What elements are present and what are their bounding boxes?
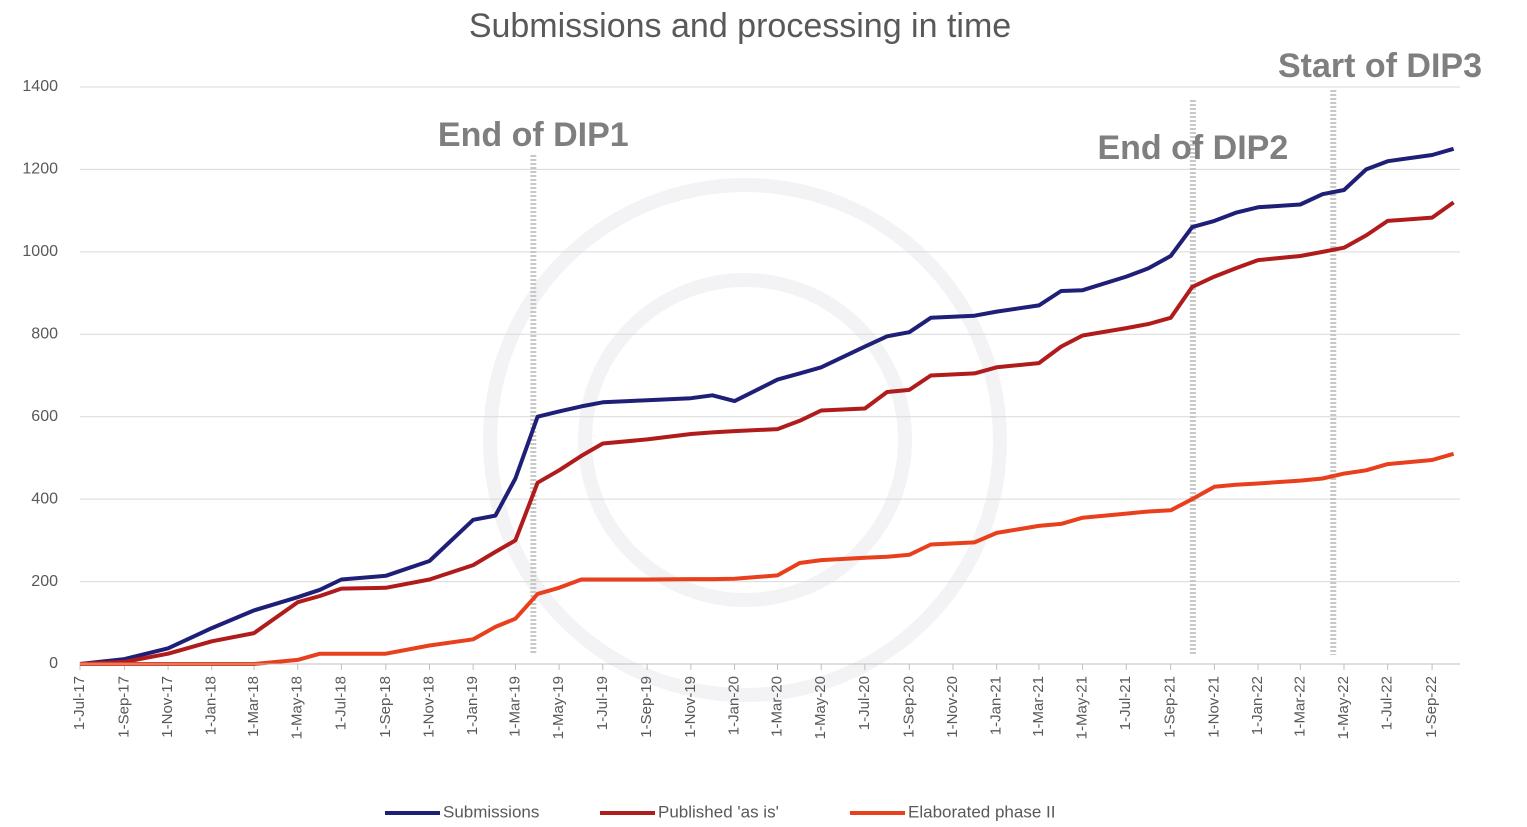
x-tick-label: 1-Mar-19 [506,676,523,737]
y-tick-label: 400 [31,490,58,507]
x-tick-label: 1-Jul-21 [1117,676,1134,730]
x-tick-label: 1-May-19 [550,676,567,739]
legend-label: Published 'as is' [658,802,779,821]
y-tick-label: 1000 [22,243,58,260]
x-tick-label: 1-Mar-18 [245,676,262,737]
x-tick-label: 1-Jul-19 [594,676,611,730]
x-tick-label: 1-Sep-21 [1162,676,1179,738]
x-tick-label: 1-May-20 [812,676,829,739]
x-tick-label: 1-Jan-22 [1249,676,1266,735]
x-tick-label: 1-Sep-17 [115,676,132,738]
series-line [80,149,1454,664]
chart-title: Submissions and processing in time [469,7,1011,45]
annotation-text: End of DIP1 [438,116,629,154]
x-tick-label: 1-Jul-18 [332,676,349,730]
x-tick-label: 1-Mar-21 [1030,676,1047,737]
x-tick-label: 1-Jul-17 [71,676,88,730]
x-tick-label: 1-Sep-20 [900,676,917,738]
x-tick-label: 1-Nov-19 [682,676,699,738]
x-tick-label: 1-Jul-22 [1379,676,1396,730]
x-tick-label: 1-Jan-19 [464,676,481,735]
annotation-text: End of DIP2 [1097,129,1288,167]
y-tick-label: 800 [31,326,58,343]
y-tick-label: 200 [31,573,58,590]
watermark [490,185,1000,695]
x-tick-label: 1-May-18 [289,676,306,739]
x-tick-label: 1-Jan-21 [988,676,1005,735]
annotation-text: Start of DIP3 [1278,47,1482,85]
x-tick-label: 1-Nov-21 [1205,676,1222,738]
y-tick-label: 600 [31,408,58,425]
x-tick-label: 1-Mar-22 [1291,676,1308,737]
x-tick-label: 1-Mar-20 [768,676,785,737]
chart: Submissions and processing in time 0 200 4… [0,0,1527,827]
y-tick-label: 1400 [22,78,58,95]
x-tick-label: 1-Jan-18 [203,676,220,735]
legend-label: Submissions [443,802,539,821]
legend-label: Elaborated phase II [908,802,1055,821]
x-tick-label: 1-Sep-19 [638,676,655,738]
x-tick-label: 1-Jan-20 [726,676,743,735]
x-tick-label: 1-Nov-18 [420,676,437,738]
x-tick-label: 1-Jul-20 [856,676,873,730]
y-tick-label: 0 [49,655,58,672]
x-tick-label: 1-Sep-18 [377,676,394,738]
series-line [80,454,1454,664]
y-tick-label: 1200 [22,161,58,178]
x-tick-label: 1-Sep-22 [1423,676,1440,738]
x-tick-label: 1-May-21 [1074,676,1091,739]
x-tick-label: 1-Nov-17 [159,676,176,738]
x-tick-label: 1-May-22 [1335,676,1352,739]
x-tick-label: 1-Nov-20 [944,676,961,738]
